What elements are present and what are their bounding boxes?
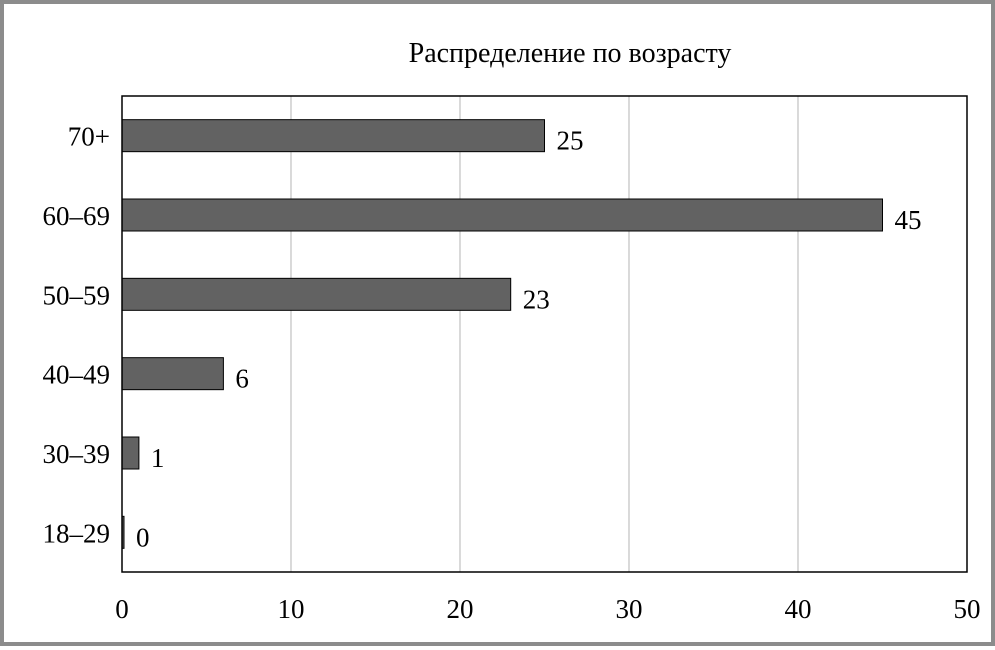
x-tick-label: 30: [616, 594, 643, 624]
category-label: 60–69: [43, 201, 111, 231]
bars: [121, 119, 883, 549]
category-label: 40–49: [43, 360, 111, 390]
plot-area-border: [121, 95, 968, 573]
data-label: 0: [136, 522, 150, 552]
data-label: 6: [235, 364, 249, 394]
data-label: 1: [151, 443, 165, 473]
data-label: 23: [523, 284, 550, 314]
gridlines: [290, 96, 799, 572]
category-label: 30–39: [43, 439, 111, 469]
bar: [121, 357, 224, 391]
bar-chart: Распределение по возрасту 0 10 20 30 40 5070+…: [43, 38, 981, 624]
bar: [121, 277, 512, 311]
x-tick-label: 40: [785, 594, 812, 624]
data-label: 25: [557, 126, 584, 156]
x-tick-label: 0: [115, 594, 129, 624]
data-label: 45: [895, 205, 922, 235]
bar: [121, 436, 140, 470]
x-tick-label: 10: [278, 594, 305, 624]
bar: [121, 198, 883, 232]
category-label: 70+: [68, 122, 110, 152]
category-label: 18–29: [43, 518, 111, 548]
x-tick-label: 50: [954, 594, 981, 624]
chart-title: Распределение по возрасту: [409, 38, 732, 69]
x-tick-label: 20: [447, 594, 474, 624]
category-label: 50–59: [43, 280, 111, 310]
bar: [121, 119, 545, 153]
